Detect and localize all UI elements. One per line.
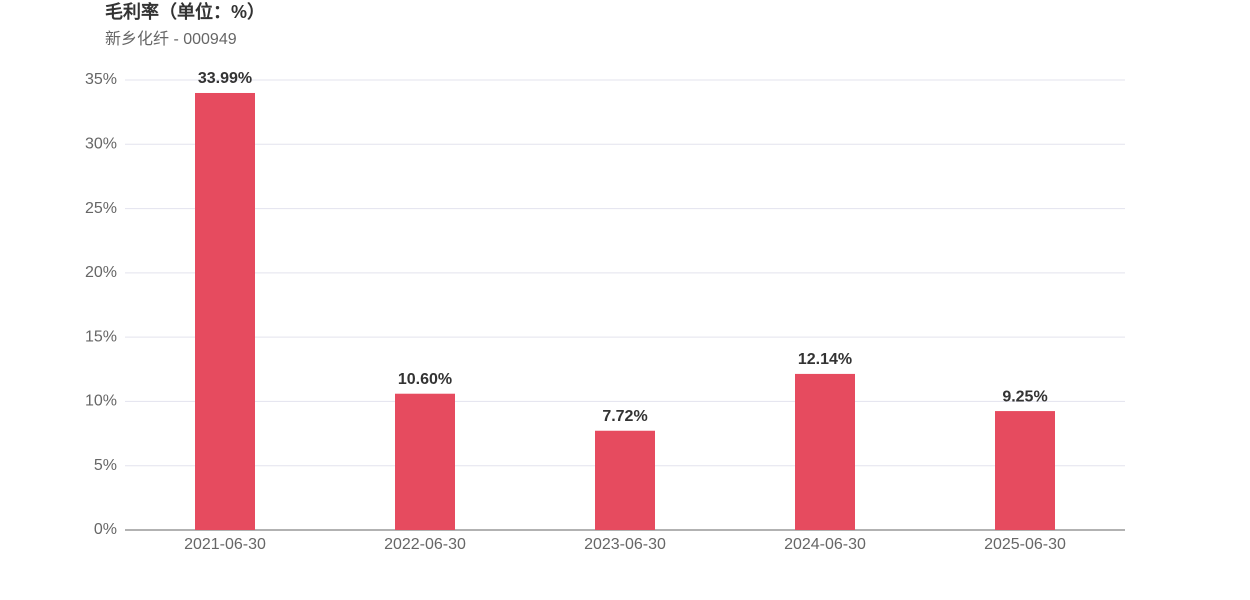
y-tick-label: 25%: [85, 200, 117, 217]
x-tick-label: 2022-06-30: [384, 536, 466, 553]
y-tick-label: 35%: [85, 71, 117, 88]
x-tick-label: 2023-06-30: [584, 536, 666, 553]
bar: [595, 430, 655, 530]
x-tick-label: 2025-06-30: [984, 536, 1066, 553]
y-tick-label: 0%: [94, 521, 117, 538]
bar: [195, 92, 255, 530]
bar: [995, 411, 1055, 530]
data-label: 9.25%: [1002, 388, 1047, 405]
bar: [795, 373, 855, 530]
x-tick-label: 2021-06-30: [184, 536, 266, 553]
y-tick-label: 20%: [85, 264, 117, 281]
y-tick-label: 5%: [94, 457, 117, 474]
data-label: 33.99%: [198, 70, 252, 87]
data-label: 7.72%: [602, 408, 647, 425]
data-label: 10.60%: [398, 371, 452, 388]
chart-subtitle: 新乡化纤 - 000949: [105, 30, 237, 48]
data-label: 12.14%: [798, 351, 852, 368]
y-tick-label: 30%: [85, 136, 117, 153]
bar: [395, 393, 455, 530]
y-tick-label: 15%: [85, 328, 117, 345]
x-tick-label: 2024-06-30: [784, 536, 866, 553]
y-tick-label: 10%: [85, 393, 117, 410]
chart-title: 毛利率（单位：%）: [105, 1, 265, 22]
